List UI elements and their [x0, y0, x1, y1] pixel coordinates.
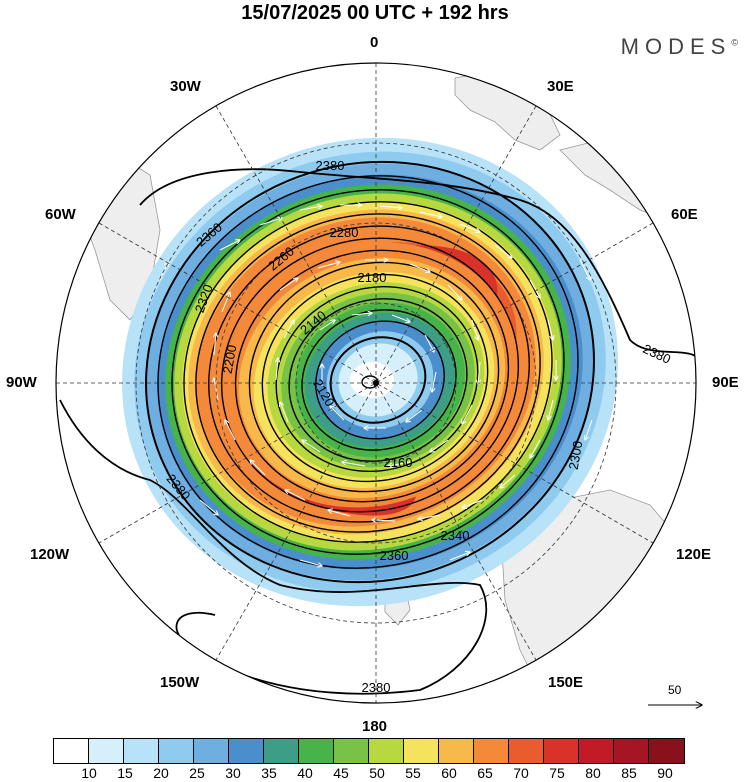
colorbar-tick: 80: [585, 765, 601, 781]
colorbar-swatch: [579, 739, 614, 763]
colorbar-swatch: [509, 739, 544, 763]
contour-label: 2180: [358, 270, 387, 285]
brand-logo: MODES©: [620, 34, 738, 59]
colorbar-tick: 15: [117, 765, 133, 781]
colorbar-swatch: [544, 739, 579, 763]
map-border: [55, 62, 697, 704]
reference-vector-value: 50: [668, 683, 682, 697]
colorbar-tick: 55: [405, 765, 421, 781]
colorbar-swatch: [264, 739, 299, 763]
lon-label-0: 0: [370, 34, 379, 51]
colorbar-tick: 75: [549, 765, 565, 781]
contour-label: 2380: [316, 158, 345, 173]
lon-label-150e: 150E: [548, 674, 584, 691]
contour-label: 2200: [220, 344, 240, 375]
height-contours: [59, 160, 696, 695]
contour-label: 2300: [566, 440, 586, 471]
colorbar-swatch: [404, 739, 439, 763]
colorbar-tick: 65: [477, 765, 493, 781]
colorbar-tick: 20: [153, 765, 169, 781]
colorbar-ticks: 10 15 20 25 30 35 40 45 50 55 60 65 70 75 80 85 90: [53, 765, 703, 781]
colorbar-tick: 60: [441, 765, 457, 781]
contour-label: 2360: [380, 548, 409, 563]
contour-label: 2340: [441, 528, 470, 543]
colorbar-tick: 35: [261, 765, 277, 781]
colorbar-swatch: [89, 739, 124, 763]
colorbar-swatch: [194, 739, 229, 763]
lon-label-30e: 30E: [547, 78, 574, 95]
colorbar-tick: 30: [225, 765, 241, 781]
colorbar-swatch: [229, 739, 264, 763]
lon-label-60e: 60E: [671, 206, 698, 223]
colorbar-tick: 70: [513, 765, 529, 781]
lon-label-120e: 120E: [676, 546, 712, 563]
colorbar-tick: 85: [621, 765, 637, 781]
colorbar-tick: 25: [189, 765, 205, 781]
colorbar-tick: 40: [297, 765, 313, 781]
lon-label-30w: 30W: [170, 78, 201, 95]
wind-vectors: [159, 205, 593, 566]
colorbar-swatch: [474, 739, 509, 763]
contour-label: 2280: [330, 225, 359, 240]
colorbar-tick: 45: [333, 765, 349, 781]
colorbar-swatch: [159, 739, 194, 763]
graticule: [56, 63, 696, 703]
reference-vector: 50: [646, 683, 706, 713]
colorbar-tick: 90: [657, 765, 673, 781]
lon-label-60w: 60W: [45, 206, 76, 223]
lon-label-120w: 120W: [30, 546, 70, 563]
polar-map: 2380 2360 2280 2260 2320 2180 2140 2120 …: [55, 62, 697, 704]
lon-label-90w: 90W: [6, 374, 37, 391]
colorbar-swatch: [649, 739, 684, 763]
lon-label-180: 180: [362, 718, 388, 735]
lon-label-150w: 150W: [160, 674, 200, 691]
colorbar-swatch: [299, 739, 334, 763]
colorbar-swatch: [614, 739, 649, 763]
colorbar-swatch: [124, 739, 159, 763]
map-disc: [56, 63, 696, 703]
colorbar-swatch: [369, 739, 404, 763]
contour-label: 2160: [384, 455, 413, 470]
colorbar-swatch: [439, 739, 474, 763]
colorbar-swatch: [334, 739, 369, 763]
colorbar-tick: 10: [81, 765, 97, 781]
arrow-right-icon: [648, 683, 706, 713]
contour-label: 2380: [362, 680, 391, 695]
map-title: 15/07/2025 00 UTC + 192 hrs: [241, 2, 509, 24]
colorbar: [53, 738, 685, 764]
colorbar-tick: 50: [369, 765, 385, 781]
lon-label-90e: 90E: [712, 374, 739, 391]
colorbar-swatch: [54, 739, 89, 763]
